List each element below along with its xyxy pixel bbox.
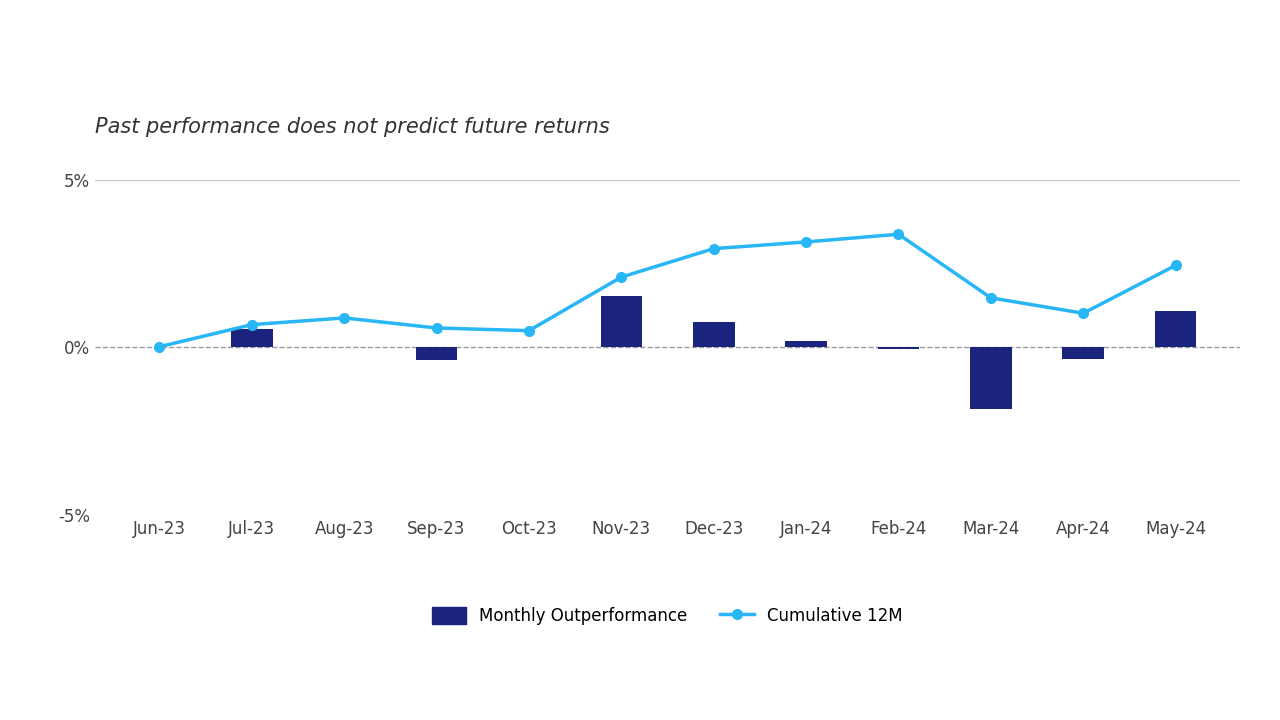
- Bar: [786, 341, 827, 347]
- Bar: [878, 347, 919, 349]
- Bar: [600, 295, 643, 347]
- Text: Past performance does not predict future returns: Past performance does not predict future…: [95, 117, 609, 137]
- Bar: [970, 347, 1011, 410]
- Legend: Monthly Outperformance, Cumulative 12M: Monthly Outperformance, Cumulative 12M: [424, 599, 911, 634]
- Bar: [692, 323, 735, 347]
- Bar: [1062, 347, 1105, 359]
- Bar: [416, 347, 457, 360]
- Bar: [230, 329, 273, 347]
- Bar: [1155, 310, 1197, 347]
